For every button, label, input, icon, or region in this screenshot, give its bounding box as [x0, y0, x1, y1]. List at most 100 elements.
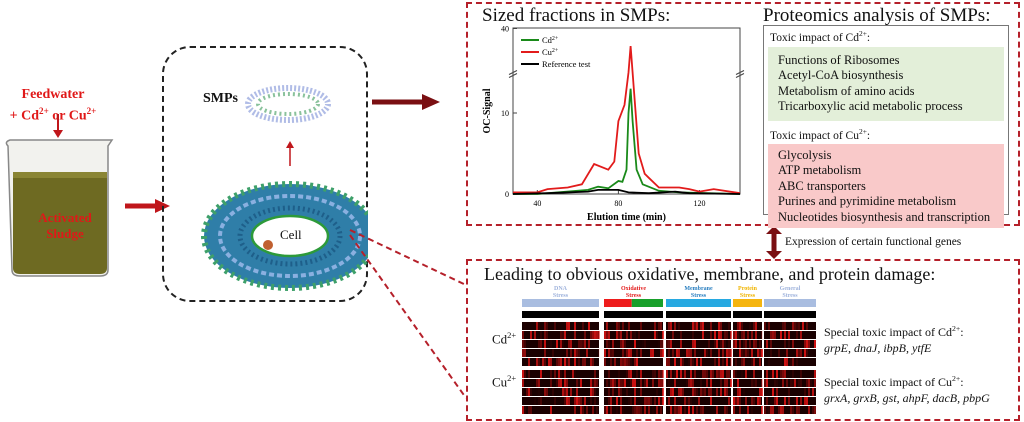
heatmap-cell [628, 370, 630, 378]
heatmap-cell [806, 322, 808, 330]
heatmap-cell [662, 331, 664, 339]
heatmap-cell [566, 379, 568, 387]
heatmap-cell [726, 406, 728, 414]
smps-molecules-icon [245, 85, 331, 123]
heatmap-cell [761, 331, 763, 339]
heatmap-cell [730, 349, 732, 357]
heatmap-cell [558, 370, 560, 378]
heatmap-cell [604, 331, 606, 339]
heatmap-cell [800, 331, 802, 339]
heatmap-row [764, 388, 816, 396]
heatmap-cell [610, 379, 612, 387]
heatmap-cell [606, 340, 608, 348]
heatmap-cell [612, 388, 614, 396]
heatmap-cell [682, 358, 684, 366]
control-row [666, 311, 731, 318]
heatmap-cell [776, 397, 778, 405]
heatmap-cell [753, 379, 755, 387]
heatmap-cell [759, 358, 761, 366]
heatmap-cell [724, 406, 726, 414]
heatmap-cell [726, 349, 728, 357]
series-line-cu [513, 46, 741, 195]
heatmap-cell [616, 358, 618, 366]
heatmap-cell [582, 397, 584, 405]
heatmap-cell [636, 358, 638, 366]
heatmap-cell [632, 331, 634, 339]
heatmap-cell [556, 340, 558, 348]
heatmap-cell [630, 370, 632, 378]
heatmap-cell [784, 370, 786, 378]
heatmap-row [522, 406, 599, 414]
group-label: Membrane [684, 286, 713, 292]
heatmap-cell [745, 349, 747, 357]
heatmap-cell [628, 358, 630, 366]
heatmap-cell [566, 349, 568, 357]
heatmap-cell [745, 370, 747, 378]
heatmap-cell [718, 322, 720, 330]
heatmap-cell [751, 406, 753, 414]
heatmap-cell [530, 406, 532, 414]
heatmap-cell [582, 406, 584, 414]
heatmap-cell [710, 331, 712, 339]
heatmap-cell [678, 388, 680, 396]
heatmap-cell [658, 370, 660, 378]
heatmap-cell [574, 331, 576, 339]
heatmap-cell [546, 331, 548, 339]
legend-label: Reference test [542, 59, 591, 69]
heatmap-cell [792, 406, 794, 414]
heatmap-cell [778, 406, 780, 414]
heatmap-cell [737, 397, 739, 405]
heatmap-cell [726, 331, 728, 339]
heatmap-cell [632, 406, 634, 414]
heatmap-cell [536, 322, 538, 330]
heatmap-cell [743, 331, 745, 339]
heatmap-cell [726, 379, 728, 387]
zoom-line-bottom [349, 234, 467, 399]
heatmap-cell [670, 406, 672, 414]
sludge-line2: Sludge [46, 226, 84, 241]
heatmap-cell [564, 331, 566, 339]
heatmap-cell [610, 349, 612, 357]
heatmap-cell [626, 358, 628, 366]
heatmap-cell [564, 358, 566, 366]
y-axis-label: OC-Signal [482, 88, 493, 133]
heatmap-cell [770, 349, 772, 357]
heatmap-cell [768, 322, 770, 330]
heatmap-cell [568, 358, 570, 366]
axis-break-mark [735, 70, 745, 78]
heatmap-row [666, 331, 731, 339]
heatmap-cell [674, 397, 676, 405]
heatmap-cell [630, 397, 632, 405]
heatmap-cell [678, 322, 680, 330]
heatmap-cell [728, 397, 730, 405]
heatmap-cell [764, 322, 766, 330]
heatmap-cell [564, 397, 566, 405]
impact-item: Functions of Ribosomes [778, 52, 900, 67]
heatmap-cell [710, 349, 712, 357]
heatmap-cell [566, 358, 568, 366]
heatmap-cell [743, 388, 745, 396]
heatmap-cell [702, 406, 704, 414]
heatmap-cell [747, 331, 749, 339]
heatmap-cell [552, 388, 554, 396]
heatmap-cell [530, 331, 532, 339]
heatmap-cell [568, 397, 570, 405]
heatmap-cell [540, 397, 542, 405]
heatmap-row [666, 406, 731, 414]
heatmap-cell [804, 340, 806, 348]
heatmap-cell [716, 370, 718, 378]
heatmap-cell [806, 397, 808, 405]
heatmap-cell [676, 406, 678, 414]
heatmap-cell [526, 388, 528, 396]
heatmap-cell [741, 358, 743, 366]
heatmap-cell [806, 340, 808, 348]
heatmap-cell [794, 397, 796, 405]
heatmap-cell [634, 331, 636, 339]
heatmap-cell [682, 388, 684, 396]
heatmap-cell [636, 370, 638, 378]
heatmap-cell [768, 406, 770, 414]
heatmap-cell [648, 406, 650, 414]
heatmap-cell [604, 406, 606, 414]
heatmap-cell [730, 331, 732, 339]
heatmap-cell [544, 358, 546, 366]
